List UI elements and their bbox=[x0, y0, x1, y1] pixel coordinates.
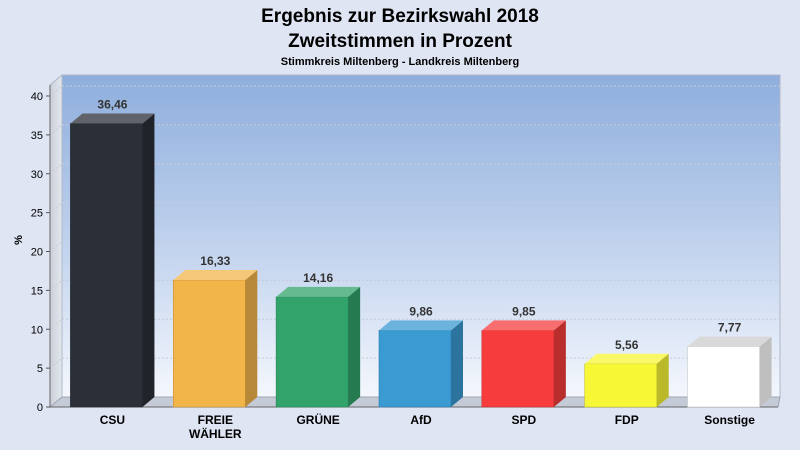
y-tick-label: 5 bbox=[37, 363, 43, 375]
bar-top bbox=[584, 353, 669, 364]
gridline-side bbox=[49, 357, 63, 369]
chart-caption: Stimmkreis Miltenberg - Landkreis Milten… bbox=[281, 56, 519, 68]
x-tick-label: Sonstige bbox=[704, 413, 755, 427]
bar-top bbox=[173, 270, 258, 281]
y-tick-label: 30 bbox=[31, 169, 43, 181]
gridline-side bbox=[49, 241, 63, 252]
bar-side bbox=[656, 353, 669, 407]
data-label: 14,16 bbox=[303, 271, 333, 285]
data-label: 9,85 bbox=[512, 304, 536, 318]
bar-side bbox=[451, 320, 463, 407]
data-label: 9,86 bbox=[409, 304, 433, 318]
data-label: 5,56 bbox=[615, 338, 639, 352]
x-tick-label: AfD bbox=[410, 413, 432, 427]
y-axis-label: % bbox=[13, 235, 25, 245]
bar-side bbox=[245, 270, 258, 407]
chart-subtitle: Zweitstimmen in Prozent bbox=[288, 31, 512, 52]
x-tick-label: FREIE bbox=[198, 413, 233, 427]
chart-title: Ergebnis zur Bezirkswahl 2018 bbox=[261, 6, 539, 27]
bar-top bbox=[481, 320, 566, 331]
bar-top bbox=[687, 336, 772, 347]
bar-side bbox=[553, 320, 566, 407]
y-tick-label: 40 bbox=[31, 91, 43, 103]
labels-group: 0 5 10 15 20 25 30 35 40 36,46 CSU 16,33 FREIEWÄHLER… bbox=[31, 91, 755, 441]
bar bbox=[378, 330, 452, 408]
bar-side bbox=[759, 336, 772, 407]
bar bbox=[70, 123, 143, 408]
data-label: 7,77 bbox=[718, 321, 742, 335]
bar-top bbox=[70, 113, 155, 124]
x-tick-label: SPD bbox=[512, 413, 537, 427]
bar bbox=[172, 279, 246, 408]
plot-left-wall bbox=[49, 73, 63, 409]
bar-side bbox=[348, 286, 361, 407]
gridline-side bbox=[49, 124, 63, 136]
bars-group bbox=[70, 113, 772, 408]
bar-top bbox=[276, 286, 361, 297]
bar-side bbox=[142, 113, 155, 407]
gridline-side bbox=[49, 85, 63, 97]
y-tick-label: 0 bbox=[37, 402, 43, 414]
y-tick-label: 25 bbox=[31, 208, 43, 220]
bar bbox=[687, 346, 760, 408]
bar bbox=[481, 330, 555, 408]
data-label: 36,46 bbox=[97, 98, 127, 112]
data-label: 16,33 bbox=[200, 254, 230, 268]
gridline-side bbox=[49, 279, 63, 291]
gridline-side bbox=[49, 202, 63, 214]
x-tick-label: WÄHLER bbox=[189, 426, 242, 441]
x-tick-label: GRÜNE bbox=[296, 412, 339, 427]
bar-top bbox=[379, 320, 463, 331]
gridline-side bbox=[49, 318, 63, 330]
y-tick-label: 10 bbox=[31, 324, 43, 336]
bar bbox=[584, 363, 658, 408]
bar bbox=[275, 296, 349, 408]
y-tick-label: 15 bbox=[31, 285, 43, 297]
y-tick-label: 35 bbox=[31, 130, 43, 142]
gridline-side bbox=[49, 163, 63, 175]
y-tick-label: 20 bbox=[31, 247, 43, 259]
x-tick-label: CSU bbox=[100, 413, 125, 427]
x-tick-label: FDP bbox=[615, 413, 639, 427]
